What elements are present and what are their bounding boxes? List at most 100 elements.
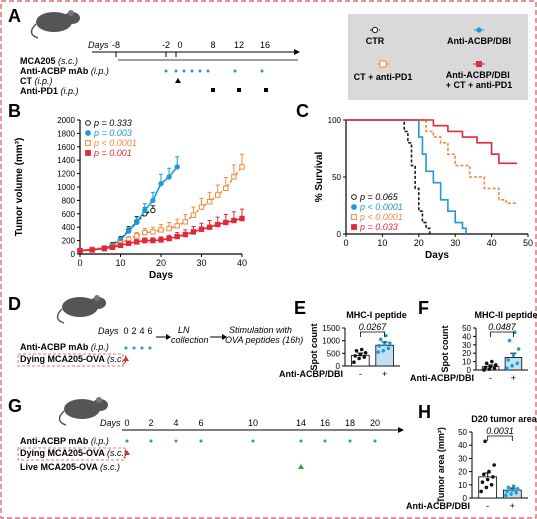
panel-label-a: A — [8, 6, 21, 26]
data-point — [382, 342, 387, 347]
x-tick-label: 0 — [77, 258, 82, 268]
data-point — [158, 227, 164, 233]
row-label: Anti-ACBP mAb (i.p.) — [20, 342, 109, 352]
data-point — [515, 361, 520, 366]
significance-bracket — [490, 331, 514, 337]
panel-label-b: B — [8, 101, 21, 121]
data-point — [506, 485, 511, 490]
data-point — [363, 351, 368, 355]
series-line — [346, 119, 467, 234]
x-tick-label: 10 — [115, 258, 125, 268]
p-value-label: p < 0.0001 — [359, 202, 403, 212]
y-axis-label: % Survival — [314, 151, 325, 202]
data-point — [190, 229, 197, 235]
data-point — [142, 229, 148, 236]
day-tick: 6 — [147, 326, 152, 336]
day-tick: 8 — [210, 40, 215, 50]
p-value-label: p < 0.0001 — [93, 138, 137, 148]
data-point — [134, 219, 140, 226]
y-tick-label: 400 — [62, 223, 76, 232]
x-axis-label: Days — [149, 270, 173, 281]
panel-a-legend: CTR Anti-ACBP/DBI CT + anti-PD1 Anti-ACB… — [348, 14, 528, 100]
legend-combo: Anti-ACBP/DBI + CT + anti-PD1 — [446, 61, 513, 90]
data-point — [485, 477, 490, 482]
data-point — [510, 488, 515, 492]
x-axis-label: Anti-ACBP/DBI — [406, 501, 470, 511]
panel-label-e: E — [294, 298, 306, 318]
panel-label-h: H — [418, 402, 431, 422]
data-point — [125, 240, 132, 246]
data-point — [386, 346, 391, 351]
data-point — [174, 164, 180, 170]
y-tick-label: 20 — [458, 468, 467, 477]
stat-marker — [351, 204, 357, 210]
data-point — [182, 231, 189, 238]
row-label: Dying MCA205-OVA (s.c.) — [20, 354, 127, 364]
stat-marker — [351, 224, 357, 230]
x-tick-label: 0 — [343, 238, 348, 248]
data-point — [231, 217, 237, 224]
timeline-days-label: Days — [98, 326, 119, 336]
stat-marker — [85, 140, 91, 146]
data-point — [215, 192, 221, 198]
data-point — [182, 219, 189, 225]
stat-marker — [351, 214, 357, 220]
data-point — [484, 485, 489, 490]
y-tick-label: 100 — [328, 116, 342, 125]
data-point — [125, 228, 132, 234]
p-value-label: p = 0.003 — [93, 128, 132, 138]
x-tick-label: 30 — [196, 258, 206, 268]
legend-combo-line2: + CT + anti-PD1 — [446, 80, 513, 90]
legend-ctr: CTR — [366, 26, 385, 46]
data-point — [174, 233, 180, 240]
category-label: + — [511, 373, 516, 383]
y-tick-label: 50 — [332, 173, 341, 182]
data-point — [150, 207, 156, 214]
data-point — [516, 347, 521, 351]
data-point — [511, 484, 516, 488]
stat-marker — [351, 194, 357, 200]
x-tick-label: 20 — [414, 238, 424, 248]
stat-marker — [85, 130, 91, 136]
y-tick-label: 10 — [458, 481, 467, 490]
day-tick: 4 — [173, 418, 178, 428]
stimulation-label: Stimulation with OVA peptides (16h) — [225, 325, 303, 345]
panel-label-f: F — [418, 298, 429, 318]
stat-marker — [85, 120, 91, 126]
x-tick-label: 20 — [156, 258, 166, 268]
x-tick-label: 40 — [487, 238, 497, 248]
day-tick: 12 — [234, 40, 244, 50]
panel-label-c: C — [296, 101, 309, 121]
p-value-label: p = 0.033 — [359, 222, 398, 232]
data-point — [239, 215, 245, 222]
y-tick-label: 30 — [462, 341, 471, 350]
data-point — [166, 225, 172, 232]
day-tick: 16 — [320, 418, 330, 428]
data-point — [359, 347, 364, 352]
row-label: MCA205 (s.c.) — [20, 56, 78, 66]
row-label: Anti-ACBP mAb (i.p.) — [20, 436, 109, 446]
y-tick-label: 50 — [458, 428, 467, 437]
day-tick: 20 — [370, 418, 380, 428]
y-tick-label: 2000 — [57, 116, 75, 125]
data-point — [505, 489, 509, 494]
x-axis-label: Anti-ACBP/DBI — [410, 373, 474, 383]
data-point — [89, 247, 95, 253]
mouse-icon-d — [56, 295, 106, 324]
data-point — [479, 489, 483, 494]
data-point — [134, 233, 140, 239]
day-tick: 0 — [124, 418, 129, 428]
data-point — [491, 475, 495, 479]
category-label: + — [382, 369, 387, 379]
data-point — [354, 349, 359, 353]
panel-label-g: G — [8, 396, 22, 416]
data-point — [174, 223, 180, 229]
day-tick: 6 — [198, 418, 203, 428]
data-point — [381, 349, 386, 353]
data-point — [378, 337, 383, 342]
timeline-days-label: Days — [100, 418, 121, 428]
data-point — [505, 366, 509, 371]
chart-c: 0 10 20 30 40 50 0 50 100 Days % Survival p = 0.065… — [314, 116, 533, 261]
